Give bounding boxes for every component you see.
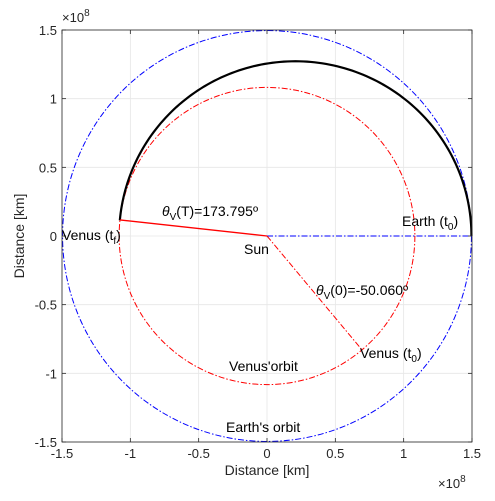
x-axis-multiplier: ×108 [438,474,466,491]
y-tick-label: -1 [45,366,57,381]
x-tick-label: 1.5 [463,446,481,461]
venus-orbit-line [118,86,416,386]
tick-layer: -1.5 -1 -0.5 0 0.5 1 1.5 -1.5 -1 -0.5 0 0.5 1 1.5 [35,23,481,461]
earth-orbit-label: Earth's orbit [226,419,300,435]
x-tick-label: 0 [263,446,270,461]
x-tick-label: -1.5 [51,446,73,461]
sun-label: Sun [244,241,269,257]
theta-final-annotation: θV(T)=173.795º [162,203,258,223]
y-tick-label: 0.5 [39,160,57,175]
venus-orbit-label: Venus'orbit [229,358,298,374]
earth-t0-label: Earth (t0) [402,213,458,233]
y-axis-multiplier: ×108 [62,8,90,25]
x-tick-label: -0.5 [187,446,209,461]
x-tick-label: 1 [400,446,407,461]
sun-to-venus-t0-line [266,235,363,351]
y-tick-label: -0.5 [35,298,57,313]
venus-tf-label: Venus (tf) [62,227,121,247]
y-tick-label: 1 [50,92,57,107]
theta-initial-annotation: θV(0)=-50.060º [316,282,408,302]
x-tick-label: -1 [125,446,137,461]
y-axis-label: Distance [km] [11,194,27,279]
sun-to-venus-tf-line [119,219,268,237]
venus-t0-label: Venus (t0) [360,345,422,365]
transfer-orbit-line [118,60,473,237]
y-tick-label: 0 [50,229,57,244]
y-tick-label: 1.5 [39,23,57,38]
x-tick-label: 0.5 [326,446,344,461]
x-axis-label: Distance [km] [225,462,310,478]
y-tick-label: -1.5 [35,435,57,450]
